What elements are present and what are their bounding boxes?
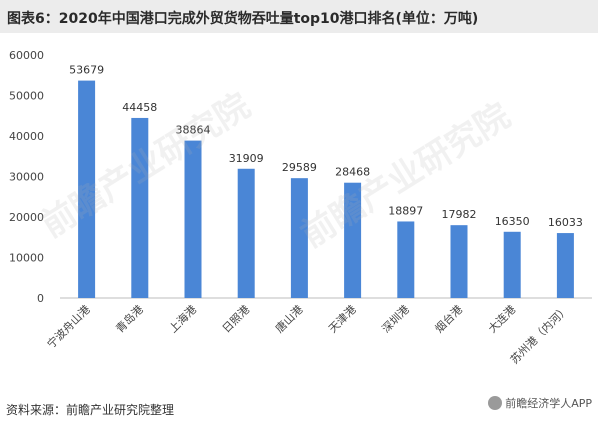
category-label: 唐山港 (272, 302, 305, 335)
chart-title: 图表6：2020年中国港口完成外贸货物吞吐量top10港口排名(单位：万吨) (7, 11, 479, 27)
y-tick-label: 60000 (9, 49, 44, 62)
y-tick-label: 30000 (9, 171, 44, 184)
bar (78, 80, 96, 298)
data-label: 29589 (282, 161, 317, 174)
bar (290, 178, 308, 298)
bar (503, 231, 521, 298)
category-label: 大连港 (485, 302, 518, 335)
bar (237, 168, 255, 298)
category-label: 烟台港 (432, 302, 465, 335)
bar-chart: 0 10000 20000 30000 40000 50000 60000 53679 宁波舟山… (9, 49, 592, 367)
data-label: 38864 (176, 124, 211, 137)
brand-label: 前瞻经济学人APP (505, 397, 592, 410)
y-tick-label: 50000 (9, 90, 44, 103)
data-label: 16033 (548, 216, 583, 229)
data-label: 17982 (442, 208, 477, 221)
bar (556, 233, 574, 298)
data-label: 16350 (495, 215, 530, 228)
bar (397, 221, 415, 298)
y-tick-label: 0 (37, 292, 44, 305)
brand-logo-icon (488, 396, 503, 410)
category-label: 青岛港 (113, 302, 146, 335)
data-label: 31909 (229, 152, 264, 165)
category-label: 上海港 (166, 302, 199, 335)
bar (450, 225, 468, 298)
y-tick-label: 40000 (9, 130, 44, 143)
chart-area: 0 10000 20000 30000 40000 50000 60000 53679 宁波舟山… (0, 33, 598, 393)
y-tick-label: 10000 (9, 252, 44, 265)
category-label: 宁波舟山港 (44, 302, 93, 351)
bar (184, 140, 202, 298)
category-label: 日照港 (220, 303, 253, 336)
data-label: 53679 (69, 64, 104, 77)
bar (131, 117, 149, 298)
source-note: 资料来源：前瞻产业研究院整理 (6, 403, 175, 417)
data-label: 18897 (388, 204, 423, 217)
category-label: 深圳港 (379, 303, 412, 336)
category-label: 天津港 (326, 303, 359, 336)
y-tick-label: 20000 (9, 211, 44, 224)
brand-badge: 前瞻经济学人APP (488, 395, 592, 411)
data-label: 44458 (122, 101, 157, 114)
bar (344, 182, 362, 298)
title-bar: 图表6：2020年中国港口完成外贸货物吞吐量top10港口排名(单位：万吨) (0, 0, 598, 33)
data-label: 28468 (335, 166, 370, 179)
